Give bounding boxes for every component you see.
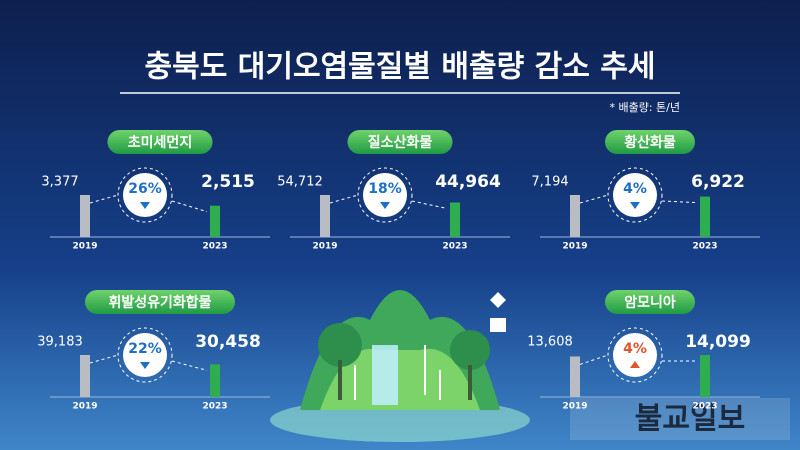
bar bbox=[570, 356, 580, 397]
change-arrow bbox=[140, 362, 150, 369]
value-label: 2,515 bbox=[201, 172, 255, 192]
watermark: 불교일보 bbox=[635, 402, 745, 437]
bar bbox=[210, 205, 220, 237]
change-badge bbox=[123, 173, 167, 217]
connector bbox=[329, 194, 359, 204]
bar bbox=[210, 364, 220, 397]
bar bbox=[80, 195, 90, 237]
panel-title: 암모니아 bbox=[624, 294, 676, 311]
year-label: 2023 bbox=[692, 402, 717, 412]
change-badge bbox=[613, 173, 657, 217]
change-arrow bbox=[140, 202, 150, 209]
connector bbox=[89, 194, 119, 204]
change-badge bbox=[363, 173, 407, 217]
change-ring bbox=[117, 167, 173, 223]
change-arrow bbox=[630, 202, 640, 209]
panel-pill bbox=[605, 290, 695, 314]
watermark-box bbox=[570, 398, 790, 440]
change-arrow bbox=[630, 361, 640, 368]
connector bbox=[579, 354, 609, 365]
change-badge bbox=[613, 333, 657, 377]
connector bbox=[171, 360, 208, 371]
year-label: 2023 bbox=[442, 242, 467, 252]
title: 충북도 대기오염물질별 배출량 감소 추세 bbox=[145, 50, 656, 85]
change-ring bbox=[117, 327, 173, 383]
forest-illustration bbox=[270, 290, 530, 442]
note: * 배출량: 톤/년 bbox=[609, 101, 680, 114]
change-ring bbox=[357, 167, 413, 223]
year-label: 2019 bbox=[72, 242, 97, 252]
value-label: 44,964 bbox=[435, 172, 501, 192]
value-label: 39,183 bbox=[37, 335, 83, 350]
change-arrow bbox=[380, 202, 390, 209]
panel-title: 초미세먼지 bbox=[128, 134, 192, 151]
value-label: 30,458 bbox=[195, 332, 261, 352]
panel-pill bbox=[605, 130, 695, 154]
year-label: 2023 bbox=[202, 402, 227, 412]
panel-title: 황산화물 bbox=[624, 134, 676, 151]
change-label: 22% bbox=[128, 341, 162, 357]
panel-pill bbox=[107, 130, 213, 154]
connector bbox=[89, 354, 119, 364]
connector bbox=[579, 194, 609, 204]
bar bbox=[700, 355, 710, 397]
change-label: 18% bbox=[368, 181, 402, 197]
change-ring bbox=[607, 327, 663, 383]
value-label: 3,377 bbox=[41, 175, 78, 190]
change-label: 4% bbox=[623, 181, 647, 197]
bar bbox=[320, 195, 330, 237]
panel-pill bbox=[85, 290, 235, 314]
change-ring bbox=[607, 167, 663, 223]
year-label: 2019 bbox=[562, 402, 587, 412]
value-label: 7,194 bbox=[531, 175, 568, 190]
connector bbox=[171, 200, 208, 213]
bar bbox=[450, 202, 460, 237]
bar bbox=[80, 355, 90, 397]
change-badge bbox=[123, 333, 167, 377]
change-label: 26% bbox=[128, 181, 162, 197]
panel-pill bbox=[347, 130, 453, 154]
panels: 초미세먼지 2019 2023 3,377 2,515 26% 질소산화물 2019 2023 5… bbox=[37, 130, 760, 412]
year-label: 2023 bbox=[202, 242, 227, 252]
year-label: 2019 bbox=[72, 402, 97, 412]
year-label: 2023 bbox=[692, 242, 717, 252]
value-label: 14,099 bbox=[685, 332, 751, 352]
bar bbox=[700, 196, 710, 237]
value-label: 54,712 bbox=[277, 175, 323, 190]
panel-title: 질소산화물 bbox=[368, 134, 433, 151]
panel-title: 휘발성유기화합물 bbox=[108, 294, 211, 311]
year-label: 2019 bbox=[562, 242, 587, 252]
value-label: 13,608 bbox=[527, 335, 573, 350]
bar bbox=[570, 195, 580, 237]
year-label: 2019 bbox=[312, 242, 337, 252]
value-label: 6,922 bbox=[691, 172, 745, 192]
change-label: 4% bbox=[623, 341, 647, 357]
